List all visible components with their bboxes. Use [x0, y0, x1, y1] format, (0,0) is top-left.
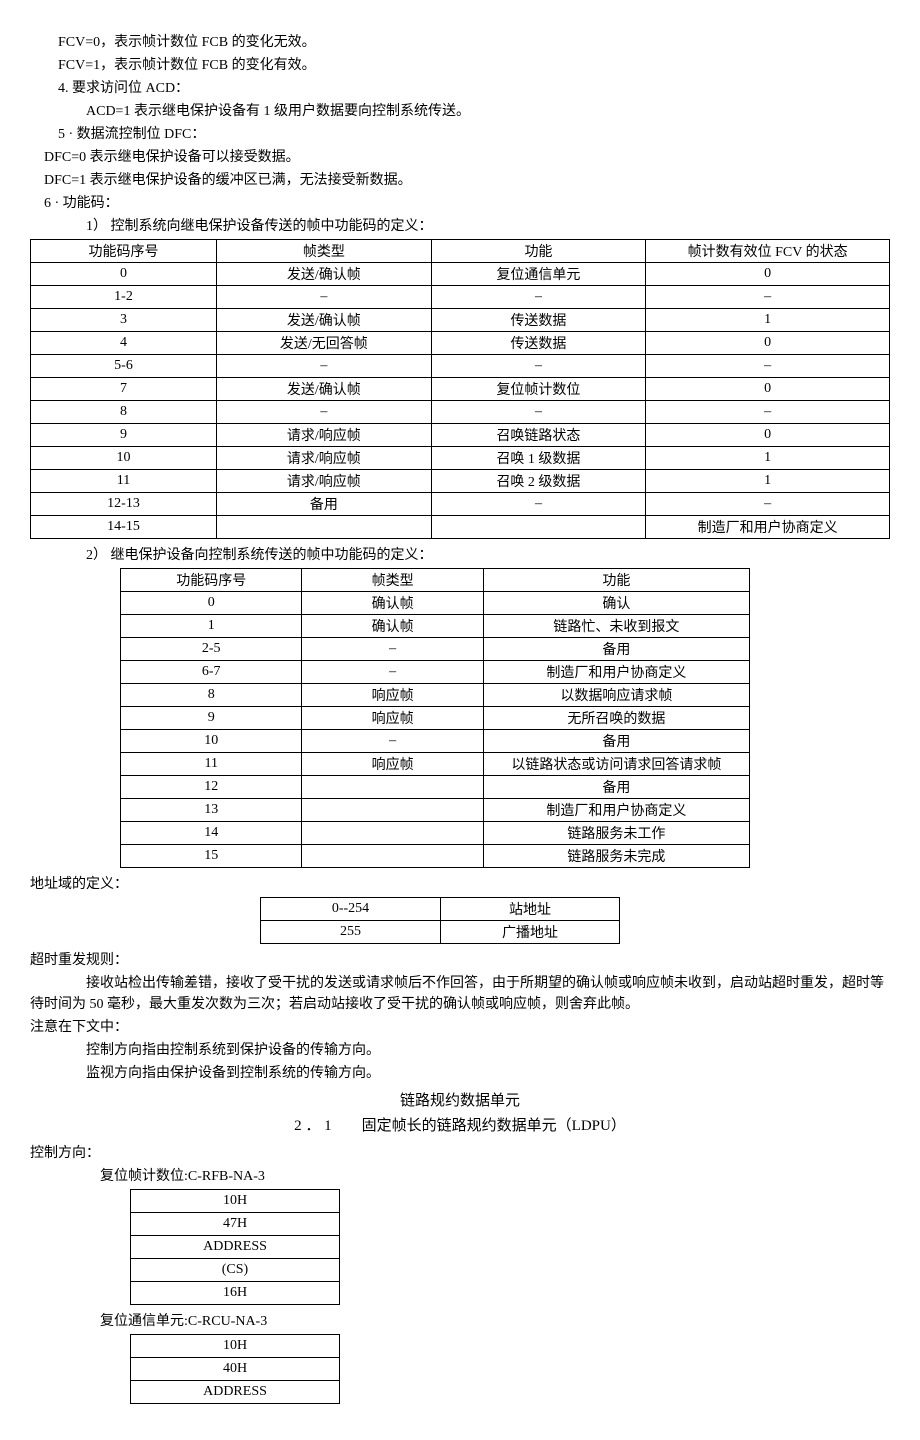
- table-row: 11响应帧以链路状态或访问请求回答请求帧: [121, 753, 750, 776]
- table-frame-rfb: 10H 47H ADDRESS (CS) 16H: [130, 1189, 340, 1305]
- note-heading: 注意在下文中：: [30, 1017, 890, 1038]
- table-row: 9响应帧无所召唤的数据: [121, 707, 750, 730]
- line-acd: ACD=1 表示继电保护设备有 1 级用户数据要向控制系统传送。: [86, 101, 890, 122]
- subheading-6-1: 1） 控制系统向继电保护设备传送的帧中功能码的定义：: [86, 216, 890, 237]
- table-row: 2-5–备用: [121, 638, 750, 661]
- note-line2: 监视方向指由保护设备到控制系统的传输方向。: [86, 1063, 890, 1084]
- table-row: 0发送/确认帧复位通信单元0: [31, 263, 890, 286]
- table-row: 4发送/无回答帧传送数据0: [31, 332, 890, 355]
- table-row: 6-7–制造厂和用户协商定义: [121, 661, 750, 684]
- th: 功能码序号: [31, 240, 217, 263]
- frame1-title: 复位帧计数位:C-RFB-NA-3: [100, 1166, 890, 1187]
- line-dfc1: DFC=1 表示继电保护设备的缓冲区已满，无法接受新数据。: [44, 170, 890, 191]
- line-fcv0: FCV=0，表示帧计数位 FCB 的变化无效。: [58, 32, 890, 53]
- th: 帧计数有效位 FCV 的状态: [646, 240, 890, 263]
- table-row: 10请求/响应帧召唤 1 级数据1: [31, 447, 890, 470]
- line-fcv1: FCV=1，表示帧计数位 FCB 的变化有效。: [58, 55, 890, 76]
- table-row: 14-15制造厂和用户协商定义: [31, 516, 890, 539]
- table-row: 255广播地址: [261, 921, 620, 944]
- table-row: 14链路服务未工作: [121, 822, 750, 845]
- section-heading-2-1: 2 ． 1 固定帧长的链路规约数据单元（LDPU）: [30, 1115, 890, 1138]
- control-direction-heading: 控制方向：: [30, 1143, 890, 1164]
- table-row: 3发送/确认帧传送数据1: [31, 309, 890, 332]
- heading-4: 4. 要求访问位 ACD：: [58, 78, 890, 99]
- th: 帧类型: [217, 240, 432, 263]
- section-heading-ldpu: 链路规约数据单元: [30, 1090, 890, 1113]
- table-header-row: 功能码序号 帧类型 功能: [121, 569, 750, 592]
- table-row: 40H: [131, 1358, 340, 1381]
- table-row: 10–备用: [121, 730, 750, 753]
- table-row: ADDRESS: [131, 1236, 340, 1259]
- table-row: 13制造厂和用户协商定义: [121, 799, 750, 822]
- table-row: 11请求/响应帧召唤 2 级数据1: [31, 470, 890, 493]
- table-row: 8–––: [31, 401, 890, 424]
- table-row: 16H: [131, 1282, 340, 1305]
- table-row: 1确认帧链路忙、未收到报文: [121, 615, 750, 638]
- table-row: 0确认帧确认: [121, 592, 750, 615]
- timeout-heading: 超时重发规则：: [30, 950, 890, 971]
- table-row: ADDRESS: [131, 1381, 340, 1404]
- frame2-title: 复位通信单元:C-RCU-NA-3: [100, 1311, 890, 1332]
- table-row: 15链路服务未完成: [121, 845, 750, 868]
- table-row: (CS): [131, 1259, 340, 1282]
- timeout-body: 接收站检出传输差错，接收了受干扰的发送或请求帧后不作回答，由于所期望的确认帧或响…: [30, 973, 890, 1015]
- table-row: 12备用: [121, 776, 750, 799]
- table-control-to-device: 功能码序号 帧类型 功能 帧计数有效位 FCV 的状态 0发送/确认帧复位通信单…: [30, 239, 890, 539]
- table-row: 8响应帧以数据响应请求帧: [121, 684, 750, 707]
- table-header-row: 功能码序号 帧类型 功能 帧计数有效位 FCV 的状态: [31, 240, 890, 263]
- table-row: 7发送/确认帧复位帧计数位0: [31, 378, 890, 401]
- th: 功能: [431, 240, 646, 263]
- table-row: 1-2–––: [31, 286, 890, 309]
- address-heading: 地址域的定义：: [30, 874, 890, 895]
- table-row: 10H: [131, 1190, 340, 1213]
- table-row: 5-6–––: [31, 355, 890, 378]
- table-row: 47H: [131, 1213, 340, 1236]
- table-row: 9请求/响应帧召唤链路状态0: [31, 424, 890, 447]
- table-device-to-control: 功能码序号 帧类型 功能 0确认帧确认 1确认帧链路忙、未收到报文 2-5–备用…: [120, 568, 750, 868]
- subheading-6-2: 2） 继电保护设备向控制系统传送的帧中功能码的定义：: [86, 545, 890, 566]
- line-dfc0: DFC=0 表示继电保护设备可以接受数据。: [44, 147, 890, 168]
- table-frame-rcu: 10H 40H ADDRESS: [130, 1334, 340, 1404]
- heading-6: 6 · 功能码：: [44, 193, 890, 214]
- note-line1: 控制方向指由控制系统到保护设备的传输方向。: [86, 1040, 890, 1061]
- table-row: 10H: [131, 1335, 340, 1358]
- table-row: 12-13备用––: [31, 493, 890, 516]
- table-row: 0--254站地址: [261, 898, 620, 921]
- table-address: 0--254站地址 255广播地址: [260, 897, 620, 944]
- heading-5: 5 · 数据流控制位 DFC：: [58, 124, 890, 145]
